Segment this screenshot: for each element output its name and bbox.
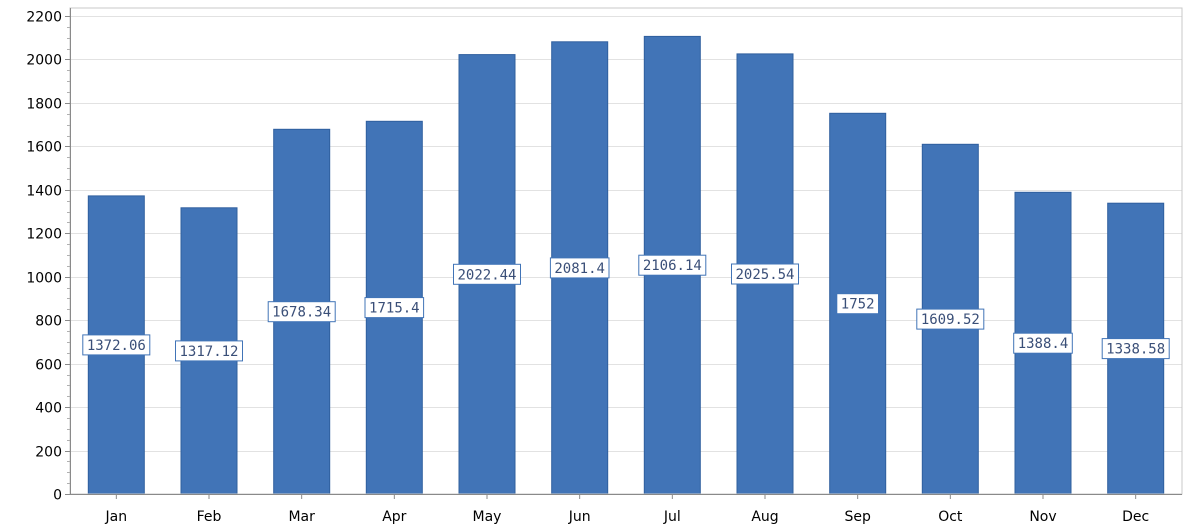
data-label-box [638,254,707,276]
data-label-oct: 1609.52 [916,308,985,330]
data-label-box [916,308,985,330]
y-tick-label: 1600 [26,140,62,156]
axes [65,7,1183,499]
data-label-text: 1338.58 [1106,342,1165,358]
data-label-box [82,334,151,356]
data-label-aug: 2025.54 [731,263,799,285]
y-tick-label: 1400 [26,184,62,200]
x-tick-label-may: May [473,509,502,525]
x-tick-label-apr: Apr [382,509,406,525]
bars [87,35,1165,495]
data-label-jun: 2081.4 [549,257,610,279]
data-label-jul: 2106.14 [638,254,707,276]
x-tick-label-jun: Jun [568,509,591,525]
data-label-box [1101,338,1170,360]
data-label-box [175,340,243,362]
data-label-text: 1752 [841,297,875,313]
y-tick-label: 2200 [26,10,62,26]
data-label-apr: 1715.4 [364,297,425,319]
x-tick-label-jul: Jul [663,509,681,525]
data-label-dec: 1338.58 [1101,338,1170,360]
data-label-text: 1372.06 [87,338,146,354]
data-label-text: 2022.44 [457,267,516,283]
data-label-box [267,301,336,323]
y-tick-label: 800 [35,314,62,330]
y-tick-label: 2000 [26,53,62,69]
data-label-text: 1715.4 [369,301,420,317]
y-tick-labels: 0 200 400 600 800 1000 1200 1400 1600 1800 2000 220… [26,10,62,504]
data-label-text: 1317.12 [179,344,238,360]
data-label-text: 2025.54 [735,267,794,283]
y-tick-label: 0 [53,488,62,504]
data-label-feb: 1317.12 [175,340,243,362]
data-label-text: 2106.14 [643,258,702,274]
data-label-box [453,263,521,285]
y-tick-label: 1800 [26,97,62,113]
data-label-box [731,263,799,285]
data-labels: 1372.06 1317.12 1678.34 1715.4 2022.44 2081.4… [82,254,1170,362]
gridlines [70,16,1182,452]
data-label-box [1013,332,1073,354]
x-tick-label-oct: Oct [938,509,963,525]
x-tick-labels: Jan Feb Mar Apr May Jun Jul Aug Sep Oct Nov Dec [105,509,1150,525]
x-tick-label-mar: Mar [288,509,315,525]
x-tick-label-nov: Nov [1029,509,1056,525]
data-label-jan: 1372.06 [82,334,151,356]
data-label-may: 2022.44 [453,263,521,285]
data-label-text: 1678.34 [272,305,331,321]
data-label-sep: 1752 [836,293,879,315]
data-label-text: 1609.52 [921,312,980,328]
data-label-box [364,297,425,319]
x-tick-label-dec: Dec [1122,509,1149,525]
y-tick-label: 1000 [26,271,62,287]
x-tick-label-sep: Sep [844,509,871,525]
x-tick-label-jan: Jan [105,509,128,525]
x-tick-label-feb: Feb [197,509,222,525]
data-label-text: 1388.4 [1018,336,1069,352]
y-tick-label: 400 [35,401,62,417]
y-tick-label: 200 [35,445,62,461]
y-tick-label: 1200 [26,227,62,243]
data-label-mar: 1678.34 [267,301,336,323]
data-label-nov: 1388.4 [1013,332,1073,354]
y-tick-label: 600 [35,358,62,374]
x-tick-label-aug: Aug [751,509,778,525]
data-label-box [549,257,610,279]
data-label-text: 2081.4 [554,261,605,277]
data-label-box [836,293,879,315]
